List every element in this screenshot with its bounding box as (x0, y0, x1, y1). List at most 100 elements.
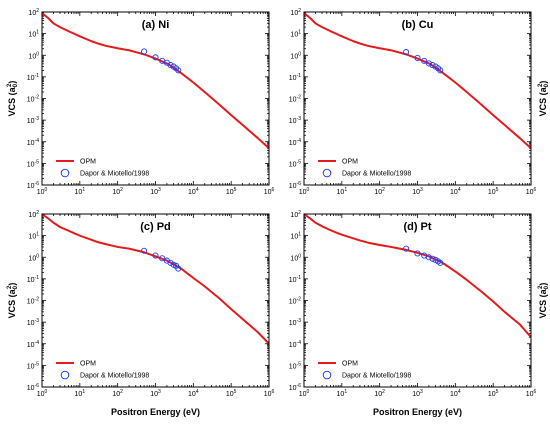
x-tick-label: 105 (226, 187, 237, 196)
x-tick-label: 101 (75, 187, 86, 196)
x-tick-label: 106 (526, 389, 537, 398)
legend-label-dapor: Dapor & Miotello/1998 (342, 373, 411, 380)
opm-curve (303, 12, 532, 150)
y-tick-label: 10-2 (27, 95, 39, 104)
x-tick-label: 100 (37, 389, 48, 398)
y-tick-label: 10-6 (289, 383, 301, 392)
y-tick-label: 102 (28, 210, 39, 219)
y-tick-label: 102 (28, 8, 39, 17)
x-tick-label: 100 (37, 187, 48, 196)
dapor-marker (175, 67, 182, 74)
y-tick-label: 10-5 (27, 361, 39, 370)
x-tick-label: 104 (450, 187, 461, 196)
y-tick-label: 10-2 (27, 297, 39, 306)
legend-label-opm: OPM (342, 361, 358, 368)
dapor-marker (141, 48, 148, 55)
x-tick-label: 103 (150, 389, 161, 398)
y-tick-label: 10-2 (289, 95, 301, 104)
legend-marker-swatch (322, 370, 332, 380)
y-tick-label: 101 (290, 30, 301, 39)
dapor-marker (425, 60, 432, 67)
y-tick-label: 101 (290, 232, 301, 241)
y-tick-label: 101 (28, 232, 39, 241)
panel-cu: 100 101 102 103 104 105 106 10-6 10-5 10-4 10-3 10-… (289, 8, 550, 196)
panel-ni: 100 101 102 103 104 105 106 10-6 10-5 10-4 10-3 10-… (7, 8, 275, 196)
dapor-marker (429, 62, 436, 69)
legend-label-dapor: Dapor & Miotello/1998 (80, 171, 149, 178)
dapor-marker (167, 62, 174, 69)
y-tick-label: 10-3 (27, 318, 39, 327)
plot-frame (303, 213, 532, 388)
legend-label-opm: OPM (80, 361, 96, 368)
legend-marker-swatch (60, 370, 70, 380)
y-tick-label: 10-5 (289, 361, 301, 370)
x-tick-label: 106 (264, 187, 275, 196)
y-tick-label: 10-4 (27, 340, 39, 349)
panel-title: (c) Pd (140, 221, 171, 233)
y-tick-label: 10-6 (289, 181, 301, 190)
x-tick-label: 104 (450, 389, 461, 398)
x-tick-label: 101 (337, 389, 348, 398)
y-tick-label: 10-3 (289, 116, 301, 125)
x-tick-label: 105 (488, 187, 499, 196)
y-tick-label: 10-1 (289, 275, 301, 284)
x-tick-label: 102 (374, 187, 385, 196)
dapor-marker (425, 254, 432, 261)
panel-title: (a) Ni (142, 19, 170, 31)
x-tick-label: 106 (526, 187, 537, 196)
y-axis-label: VCS (a02) (7, 81, 19, 117)
opm-curve (41, 213, 270, 345)
dapor-marker (421, 57, 428, 64)
opm-curve (303, 213, 532, 338)
y-tick-label: 10-3 (27, 116, 39, 125)
panel-title: (d) Pt (403, 221, 431, 233)
y-tick-label: 100 (290, 253, 301, 262)
y-axis-label: VCS (a02) (538, 283, 550, 319)
panel-pt: 100 101 102 103 104 105 106 10-6 10-5 10-4 10-3 10-… (289, 210, 550, 417)
y-tick-label: 100 (28, 253, 39, 262)
x-tick-label: 100 (299, 187, 310, 196)
dapor-marker (159, 255, 166, 262)
y-tick-label: 10-1 (27, 73, 39, 82)
x-tick-label: 101 (337, 187, 348, 196)
legend-marker-swatch (60, 168, 70, 178)
x-tick-label: 101 (75, 389, 86, 398)
y-axis-label: VCS (a02) (7, 283, 19, 319)
dapor-marker (437, 259, 444, 266)
y-axis-label: VCS (a02) (538, 81, 550, 117)
dapor-marker (429, 255, 436, 262)
x-tick-label: 100 (299, 389, 310, 398)
y-tick-label: 10-5 (27, 159, 39, 168)
y-tick-label: 100 (290, 51, 301, 60)
x-tick-label: 103 (412, 389, 423, 398)
x-tick-label: 103 (412, 187, 423, 196)
y-tick-label: 102 (290, 8, 301, 17)
dapor-marker (403, 49, 410, 56)
dapor-marker (167, 259, 174, 266)
x-axis-label: Positron Energy (eV) (111, 407, 200, 417)
plot-frame (303, 11, 532, 186)
x-tick-label: 104 (188, 187, 199, 196)
legend-label-opm: OPM (342, 159, 358, 166)
plot-frame (41, 213, 270, 388)
panel-pd: 100 101 102 103 104 105 106 10-6 10-5 10-4 10-3 10-… (7, 210, 275, 417)
x-tick-label: 103 (150, 187, 161, 196)
dapor-marker (152, 54, 159, 61)
y-tick-label: 102 (290, 210, 301, 219)
x-tick-label: 104 (188, 389, 199, 398)
dapor-marker (414, 250, 421, 257)
y-tick-label: 10-1 (27, 275, 39, 284)
x-tick-label: 105 (488, 389, 499, 398)
y-tick-label: 10-3 (289, 318, 301, 327)
y-tick-label: 10-4 (27, 138, 39, 147)
dapor-marker (437, 67, 444, 74)
panel-title: (b) Cu (402, 19, 434, 31)
dapor-marker (141, 247, 148, 254)
y-tick-label: 10-1 (289, 73, 301, 82)
dapor-marker (152, 252, 159, 259)
y-tick-label: 10-6 (27, 383, 39, 392)
y-tick-label: 10-2 (289, 297, 301, 306)
y-tick-label: 101 (28, 30, 39, 39)
y-tick-label: 10-5 (289, 159, 301, 168)
